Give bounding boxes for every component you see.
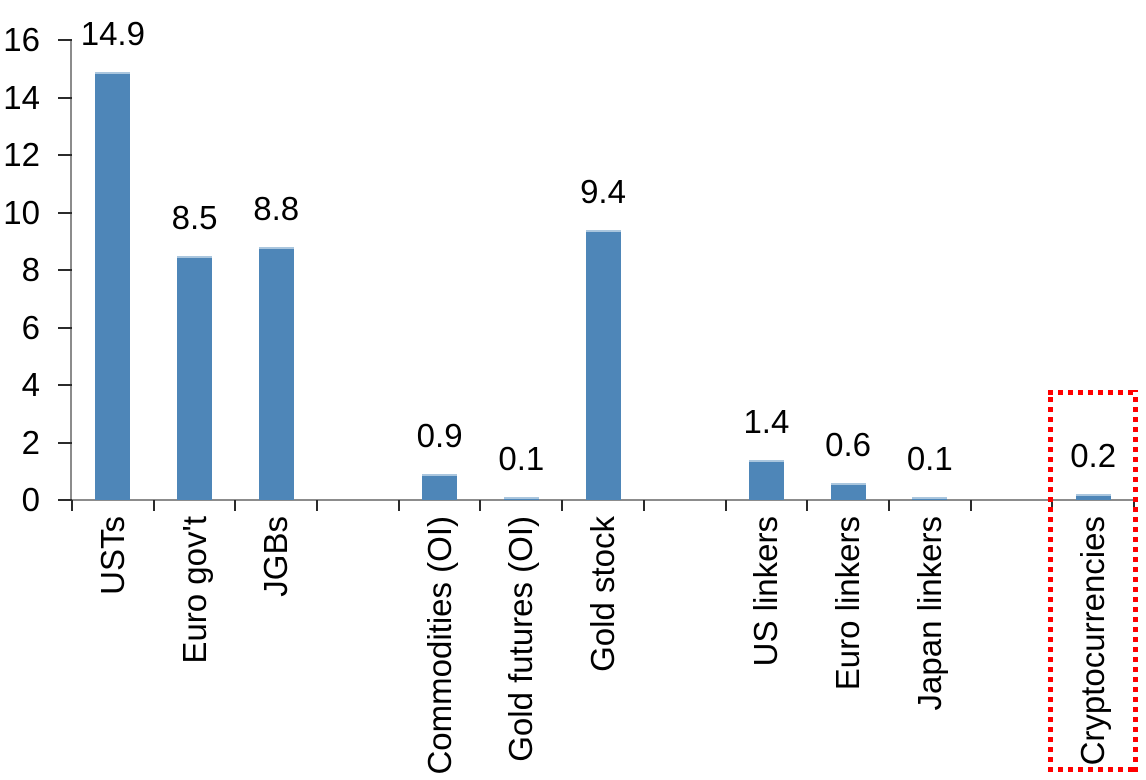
y-axis-tick [58, 96, 72, 99]
x-axis-tick [642, 500, 645, 511]
y-axis-tick [58, 269, 72, 271]
x-axis-tick [152, 500, 155, 511]
y-axis-tick [58, 384, 72, 386]
bar-euro-gov-t [177, 255, 213, 500]
y-axis-tick-label: 6 [21, 308, 40, 346]
bar-commodities-oi [422, 474, 458, 500]
bar-value-label-commodities-oi: 0.9 [416, 417, 463, 455]
category-label-euro-gov-t: Euro gov't [175, 516, 213, 664]
category-label-jgbs: JGBs [257, 516, 295, 597]
x-axis-tick [806, 500, 809, 511]
category-label-usts: USTs [93, 516, 131, 595]
x-axis-tick [724, 500, 727, 511]
y-axis-tick-label: 10 [3, 193, 40, 231]
x-axis-tick [397, 500, 400, 511]
y-axis-tick-label: 8 [21, 251, 40, 288]
x-axis-tick [887, 500, 890, 511]
bar-value-label-japan-linkers: 0.1 [906, 440, 953, 478]
bar-value-label-euro-linkers: 0.6 [825, 425, 871, 463]
y-axis-tick [58, 154, 72, 156]
y-axis-tick-label: 4 [21, 366, 40, 403]
bar-usts [95, 71, 131, 500]
y-axis-tick-label: 0 [21, 481, 40, 518]
bar-value-label-jgbs: 8.8 [253, 190, 300, 227]
bar-us-linkers [748, 459, 784, 500]
bar-value-label-usts: 14.9 [80, 14, 145, 52]
x-axis-tick [316, 500, 319, 511]
y-axis-tick-label: 2 [21, 423, 40, 461]
category-label-gold-futures-oi: Gold futures (OI) [502, 516, 540, 762]
bar-value-label-euro-gov-t: 8.5 [171, 198, 218, 236]
x-axis-tick [71, 500, 73, 511]
x-axis-line [70, 499, 1136, 501]
bar-euro-linkers [830, 482, 866, 500]
x-axis-tick [234, 500, 237, 511]
x-axis-tick [561, 500, 564, 511]
category-label-euro-linkers: Euro linkers [829, 516, 867, 691]
bar-gold-futures-oi [503, 497, 539, 500]
category-label-gold-stock: Gold stock [584, 516, 621, 672]
x-axis-tick [969, 500, 972, 511]
y-axis-tick-label: 16 [3, 21, 40, 58]
y-axis-tick [58, 441, 72, 444]
y-axis-tick-label: 12 [3, 136, 40, 173]
y-axis-tick [58, 211, 72, 214]
x-axis-tick [479, 500, 482, 511]
y-axis-tick [58, 326, 72, 329]
y-axis-tick [58, 499, 72, 501]
bar-jgbs [258, 247, 294, 500]
bar-value-label-gold-stock: 9.4 [580, 172, 626, 210]
bar-value-label-gold-futures-oi: 0.1 [498, 440, 545, 478]
y-axis-tick-label: 14 [3, 78, 40, 116]
highlight-box-cryptocurrencies [1048, 390, 1139, 772]
category-label-japan-linkers: Japan linkers [910, 516, 948, 711]
bar-gold-stock [585, 229, 621, 500]
category-label-us-linkers: US linkers [747, 516, 785, 667]
category-label-commodities-oi: Commodities (OI) [420, 516, 458, 775]
bar-value-label-us-linkers: 1.4 [743, 402, 790, 440]
bar-japan-linkers [912, 497, 948, 500]
y-axis-tick [58, 39, 72, 41]
